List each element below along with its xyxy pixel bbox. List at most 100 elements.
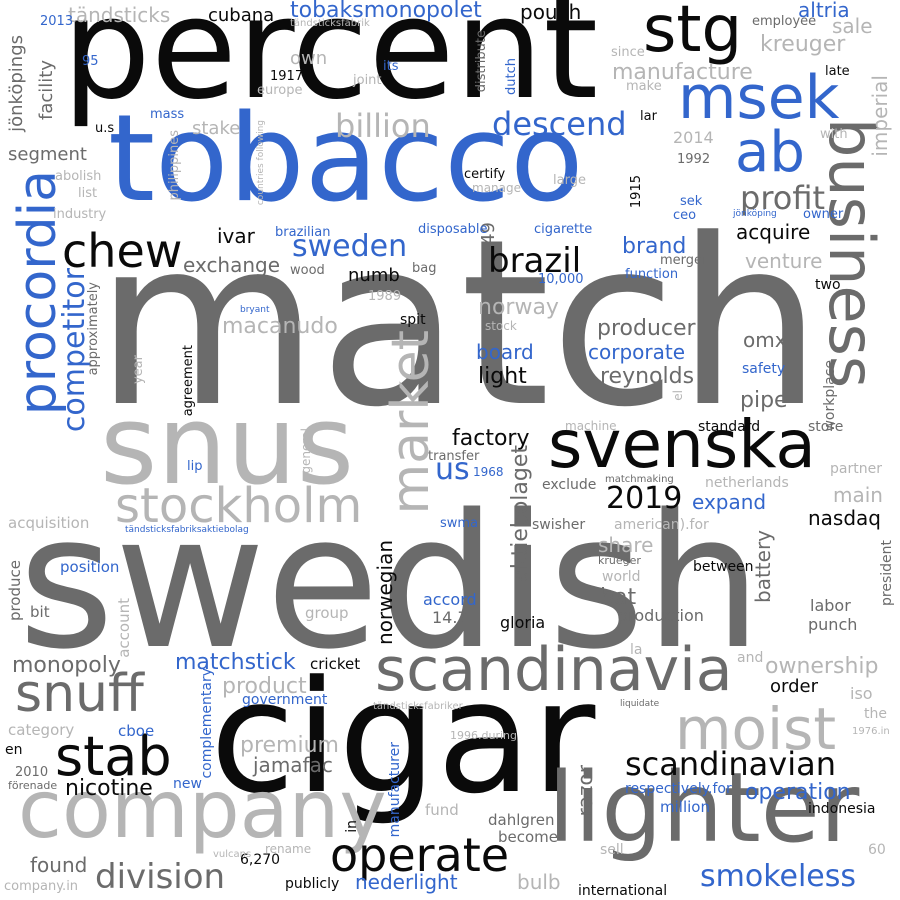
word: employee <box>752 14 817 29</box>
word: bat <box>600 585 637 610</box>
word: countries following <box>256 120 266 206</box>
word: and <box>737 650 764 666</box>
word: wood <box>290 263 325 278</box>
word: business <box>815 118 888 389</box>
word: new <box>173 776 202 792</box>
word: stab <box>55 725 172 788</box>
word: matchmaking <box>605 474 674 485</box>
word: msek <box>678 63 840 133</box>
word: disposable <box>418 222 488 237</box>
word: 1992 <box>677 152 711 167</box>
word: brazil <box>488 241 582 281</box>
word: 1989 <box>368 289 402 304</box>
word: jamafac <box>253 753 333 777</box>
word: reynolds <box>600 364 695 389</box>
word: bulb <box>517 870 561 894</box>
word: premium <box>240 733 339 758</box>
word: store <box>808 419 844 435</box>
word: smokeless <box>700 859 857 894</box>
word: brand <box>622 234 687 259</box>
word: swisher <box>532 517 586 533</box>
word: category <box>8 721 75 739</box>
word: nederlight <box>355 870 458 894</box>
word: venture <box>745 249 823 273</box>
word: swedish <box>18 474 762 690</box>
word: world <box>602 569 641 585</box>
word: matchstick <box>175 650 296 675</box>
word: förenade <box>8 779 58 792</box>
word: 2013 <box>40 14 74 29</box>
word: macanudo <box>222 314 338 339</box>
word: match <box>95 191 823 458</box>
word: labor <box>810 596 851 615</box>
word: its <box>383 59 399 74</box>
word: joint <box>353 73 382 88</box>
word: la <box>630 642 643 658</box>
word: make <box>626 79 662 94</box>
word: expand <box>692 490 767 514</box>
word: board <box>476 340 534 364</box>
word: respectively.for <box>625 781 732 797</box>
word: 2019 <box>606 481 683 516</box>
word: nasdaq <box>808 506 881 530</box>
word: indonesia <box>808 801 876 817</box>
word: producer <box>597 316 696 341</box>
word: cboe <box>118 722 155 740</box>
word: jönköping <box>733 209 777 219</box>
word: agreement <box>181 345 196 417</box>
word: battery <box>751 530 775 603</box>
word: light <box>478 364 527 389</box>
word: general <box>299 428 313 474</box>
word: profit <box>740 179 826 217</box>
word: altria <box>798 0 850 22</box>
word: ownership <box>765 654 879 679</box>
word: factory <box>452 426 530 451</box>
word: produce <box>6 560 24 622</box>
word: group <box>305 604 349 622</box>
word: tändsticks <box>68 3 171 27</box>
word: lip <box>187 459 203 474</box>
word: stake <box>192 118 241 139</box>
word: aktiebolaget <box>508 445 533 583</box>
word: netherlands <box>705 475 789 491</box>
word: 6,270 <box>240 852 281 868</box>
word: stockholm <box>115 478 363 534</box>
word: share <box>598 533 654 557</box>
word: 14.7 <box>432 608 468 627</box>
word: norway <box>478 295 559 320</box>
word: tobaksmonopolet <box>290 0 482 23</box>
word: scandinavia <box>375 635 733 705</box>
word: since <box>611 45 645 60</box>
word: en <box>5 742 23 758</box>
word: the <box>864 706 887 722</box>
word: year <box>131 355 146 385</box>
word: large <box>553 173 586 188</box>
word: manufacture <box>612 60 753 85</box>
word: imperial <box>868 75 892 157</box>
word: bryant <box>240 305 270 315</box>
word: become <box>498 828 559 846</box>
word: publicly <box>285 876 340 892</box>
word: with <box>820 127 848 142</box>
word: gloria <box>500 613 546 632</box>
word: lighter <box>548 752 860 864</box>
word: transfer <box>428 449 480 464</box>
word: punch <box>808 615 858 634</box>
word: production <box>618 606 704 625</box>
word: million <box>660 798 710 816</box>
word: american).for <box>614 517 709 533</box>
word: 2010 <box>15 765 49 780</box>
word: division <box>95 857 226 897</box>
word: owner <box>803 207 844 222</box>
word: merger <box>660 253 708 268</box>
word: us <box>435 452 470 487</box>
word: own <box>290 48 328 69</box>
word: billion <box>335 107 431 145</box>
word: operation <box>745 780 851 805</box>
word: in <box>344 820 360 833</box>
word: iso <box>850 684 873 703</box>
word: europe <box>257 83 303 98</box>
word: president <box>879 540 895 606</box>
word: razor <box>573 765 597 817</box>
